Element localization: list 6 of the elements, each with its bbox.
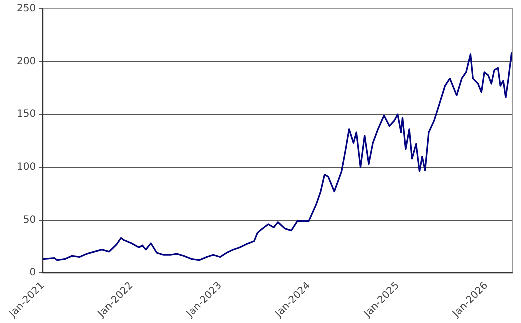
y-tick-label: 250	[16, 4, 36, 15]
y-tick-label: 200	[16, 56, 36, 68]
y-tick-label: 0	[30, 268, 36, 279]
y-tick-label: 150	[16, 109, 36, 120]
y-tick-label: 50	[23, 214, 36, 226]
y-tick-label: 100	[16, 162, 36, 174]
